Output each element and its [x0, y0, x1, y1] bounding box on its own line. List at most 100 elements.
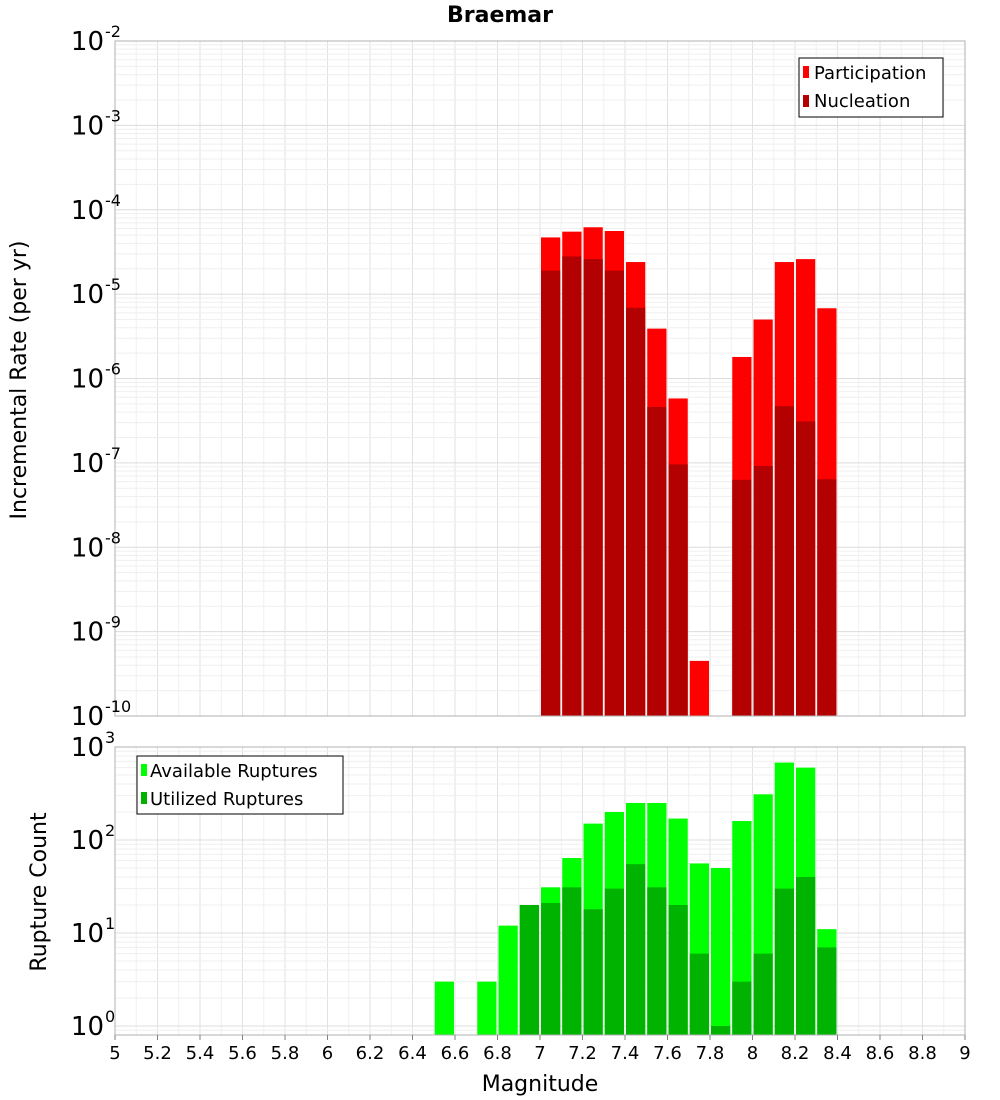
utilized-ruptures-bar	[562, 887, 582, 1035]
x-tick-label: 6.6	[441, 1043, 470, 1064]
x-tick-label: 5.6	[228, 1043, 257, 1064]
available-legend-label: Available Ruptures	[150, 761, 318, 782]
nucleation-bar	[668, 464, 688, 716]
x-ticks: 5 5.2 5.4 5.6 5.8 6 6.2 6.4 6.6 6.8 7 7.2 7.4 7.6 7.8 8…	[109, 1035, 971, 1064]
available-ruptures-bar	[711, 867, 731, 1035]
utilized-ruptures-bar	[689, 953, 709, 1035]
nucleation-legend-swatch	[803, 95, 809, 107]
rate-y-tick-label: 10	[71, 449, 104, 479]
count-legend-box	[136, 755, 344, 815]
x-tick-label: 5.8	[271, 1043, 300, 1064]
nucleation-bar	[817, 479, 837, 716]
count-y-tick-label: 10	[71, 919, 104, 949]
x-tick-label: 8.2	[781, 1043, 810, 1064]
count-y-tick-exponent: 1	[105, 914, 115, 933]
rate-y-tick-label: 10	[71, 533, 104, 563]
utilized-ruptures-bar	[753, 953, 773, 1035]
count-y-tick-exponent: 3	[105, 728, 115, 747]
count-y-tick-exponent: 0	[105, 1007, 115, 1026]
rate-bars	[541, 227, 837, 716]
participation-legend-swatch	[803, 66, 809, 78]
rate-y-tick-exponent: -2	[105, 22, 121, 41]
x-tick-label: 8.8	[908, 1043, 937, 1064]
rate-y-tick-exponent: -5	[105, 275, 121, 294]
available-ruptures-bar	[732, 821, 752, 1035]
x-tick-label: 6.8	[483, 1043, 512, 1064]
x-tick-label: 8	[747, 1043, 758, 1064]
rate-y-axis-label: Incremental Rate (per yr)	[7, 241, 32, 520]
utilized-ruptures-bar	[604, 888, 624, 1035]
x-axis-label: Magnitude	[482, 1072, 599, 1097]
rate-legend-box	[798, 57, 944, 118]
rate-y-tick-exponent: -6	[105, 360, 121, 379]
x-tick-label: 8.6	[866, 1043, 895, 1064]
nucleation-bar	[604, 270, 624, 716]
rate-y-tick-label: 10	[71, 196, 104, 226]
rate-legend: Participation Nucleation	[798, 57, 944, 118]
rate-grid	[114, 41, 966, 717]
nucleation-bar	[753, 465, 773, 716]
x-tick-label: 6	[322, 1043, 333, 1064]
nucleation-bar	[732, 479, 752, 716]
x-tick-label: 7.2	[568, 1043, 597, 1064]
nucleation-bar	[626, 307, 646, 716]
rate-y-tick-label: 10	[71, 365, 104, 395]
x-tick-label: 7.6	[653, 1043, 682, 1064]
count-y-tick-exponent: 2	[105, 821, 115, 840]
utilized-ruptures-bar	[583, 909, 603, 1035]
utilized-ruptures-bar	[817, 947, 837, 1035]
available-ruptures-bar	[498, 925, 518, 1035]
utilized-ruptures-bar	[796, 877, 816, 1035]
x-tick-label: 7.4	[611, 1043, 640, 1064]
nucleation-bar	[647, 406, 667, 716]
available-ruptures-bar	[477, 981, 497, 1035]
rate-y-tick-label: 10	[71, 618, 104, 648]
rate-y-tick-label: 10	[71, 702, 104, 732]
chart-title: Braemar	[447, 3, 553, 28]
utilized-legend-label: Utilized Ruptures	[150, 789, 303, 810]
rate-plot-border	[114, 40, 966, 717]
utilized-ruptures-bar	[732, 981, 752, 1035]
rate-y-tick-exponent: -10	[105, 697, 131, 716]
utilized-ruptures-bar	[774, 888, 794, 1035]
rate-y-tick-label: 10	[71, 27, 104, 57]
count-y-tick-label: 10	[71, 1012, 104, 1042]
nucleation-bar	[541, 270, 561, 716]
count-y-tick-label: 10	[71, 733, 104, 763]
nucleation-legend-label: Nucleation	[814, 91, 910, 112]
nucleation-bar	[796, 421, 816, 716]
x-tick-label: 8.4	[823, 1043, 852, 1064]
utilized-ruptures-bar	[626, 864, 646, 1035]
rate-y-tick-exponent: -7	[105, 444, 121, 463]
available-legend-swatch	[141, 764, 147, 776]
count-y-tick-label: 10	[71, 826, 104, 856]
participation-legend-label: Participation	[814, 63, 926, 84]
count-bars	[434, 762, 837, 1035]
nucleation-bar	[774, 406, 794, 716]
nucleation-bar	[562, 256, 582, 716]
utilized-ruptures-bar	[519, 904, 539, 1035]
rate-y-tick-exponent: -9	[105, 613, 121, 632]
x-tick-label: 5	[109, 1043, 120, 1064]
nucleation-bar	[583, 259, 603, 716]
x-tick-label: 6.2	[356, 1043, 385, 1064]
rate-y-tick-exponent: -3	[105, 106, 121, 125]
utilized-ruptures-bar	[647, 887, 667, 1035]
count-y-axis-label: Rupture Count	[27, 812, 52, 972]
utilized-ruptures-bar	[711, 1025, 731, 1035]
utilized-ruptures-bar	[541, 903, 561, 1035]
x-tick-label: 9	[959, 1043, 970, 1064]
x-tick-label: 6.4	[398, 1043, 427, 1064]
x-tick-label: 5.4	[186, 1043, 215, 1064]
rate-y-tick-exponent: -8	[105, 528, 121, 547]
available-ruptures-bar	[434, 981, 454, 1035]
utilized-ruptures-bar	[668, 904, 688, 1035]
x-tick-label: 5.2	[143, 1043, 172, 1064]
participation-bar	[689, 660, 709, 716]
rate-y-tick-label: 10	[71, 280, 104, 310]
